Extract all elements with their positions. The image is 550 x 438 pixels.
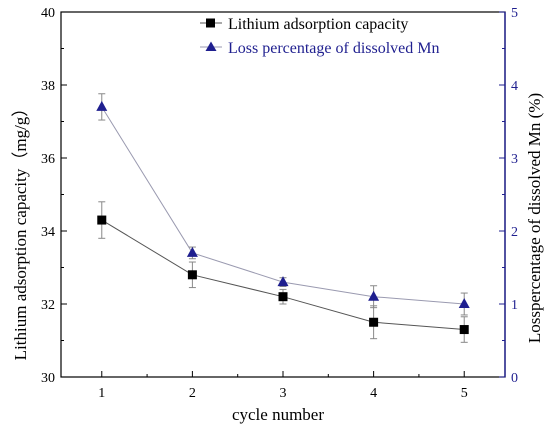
left-tick-label: 38 [41,79,55,94]
right-tick-label: 0 [511,371,518,386]
legend-item-mn: Loss percentage of dissolved Mn [200,40,440,57]
right-tick-label: 5 [511,6,518,21]
plot-frame [60,11,506,378]
data-point-triangle [96,100,108,111]
left-tick-label: 30 [41,371,55,386]
x-axis-ticks: 1 2 3 4 5 [98,371,468,401]
right-axis-label: Losspercentage of dissolved Mn (%) [525,93,544,343]
plot-area-border [60,11,506,378]
series-line [101,106,465,305]
series-mn [96,93,470,316]
right-tick-label: 1 [511,298,518,313]
data-point-square [459,325,469,335]
series-lithium [97,201,469,343]
left-tick-label: 32 [41,298,55,313]
x-tick-label: 1 [98,386,105,401]
square-marker-icon [206,18,215,28]
x-axis-label: cycle number [232,405,324,424]
data-point-square [97,215,107,225]
series-line [101,219,465,331]
data-point-square [187,270,197,280]
data-point-triangle [277,276,289,287]
series-layer [96,93,470,343]
x-tick-label: 3 [280,386,287,401]
left-axis-label: Lithium adsorption capacity（mg/g） [11,100,30,361]
legend: Lithium adsorption capacity Loss percent… [200,16,440,57]
x-tick-label: 5 [461,386,468,401]
right-axis-ticks: 0 1 2 3 4 5 [499,6,518,386]
left-axis-ticks: 30 32 34 36 38 40 [41,6,67,386]
legend-label-mn: Loss percentage of dissolved Mn [228,40,440,57]
left-tick-label: 34 [41,225,55,240]
data-point-triangle [186,246,198,257]
data-point-triangle [458,298,470,308]
right-tick-label: 4 [511,79,518,94]
right-tick-label: 3 [511,152,518,167]
x-tick-label: 2 [189,386,196,401]
right-tick-label: 2 [511,225,518,240]
x-tick-label: 4 [370,386,377,401]
legend-item-lithium: Lithium adsorption capacity [200,16,408,33]
triangle-marker-icon [205,41,217,51]
left-tick-label: 40 [41,6,55,21]
data-point-square [369,317,379,327]
data-point-triangle [368,290,380,301]
left-tick-label: 36 [41,152,55,167]
data-point-square [278,292,288,302]
legend-label-lithium: Lithium adsorption capacity [228,16,408,33]
